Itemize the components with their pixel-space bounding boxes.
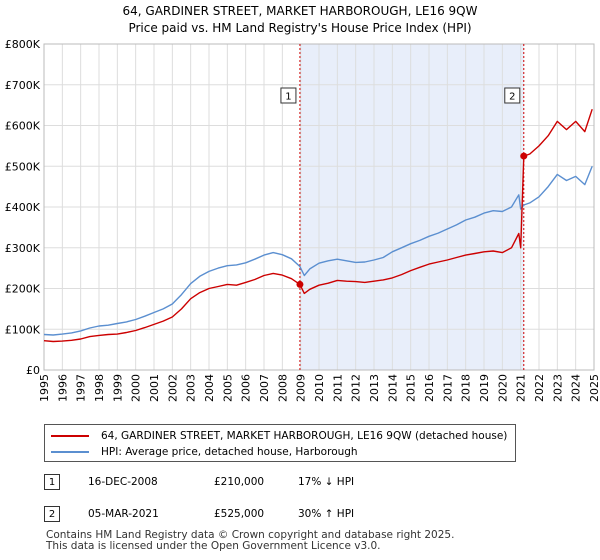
x-tick-label: 1995 [38,374,51,402]
y-tick-label: £200K [5,283,41,296]
chart-title: 64, GARDINER STREET, MARKET HARBOROUGH, … [122,4,478,18]
price-chart: £0 £100K £200K £300K £400K £500K £600K £700K £80… [5,38,600,402]
x-tick-label: 2002 [166,374,179,402]
footer-copyright: Contains HM Land Registry data © Crown c… [46,529,455,541]
x-tick-label: 2013 [368,374,381,402]
x-tick-label: 2022 [533,374,546,402]
x-tick-label: 2006 [240,374,253,402]
sale-hpi-2: 30% ↑ HPI [298,508,355,520]
x-tick-label: 2007 [258,374,271,402]
sale-badge-2: 2 [44,506,60,522]
sale-2-point [520,152,528,160]
x-tick-label: 1997 [75,374,88,402]
x-tick-label: 2018 [460,374,473,402]
x-tick-label: 1999 [111,374,124,402]
x-tick-label: 2024 [570,374,583,402]
footer: Contains HM Land Registry data © Crown c… [46,530,454,552]
sale-2-box [504,87,521,104]
x-tick-label: 2014 [386,374,399,402]
chart-legend: 64, GARDINER STREET, MARKET HARBOROUGH, … [44,424,516,462]
sale-1-label: 1 [285,92,291,103]
footer-licence: This data is licensed under the Open Gov… [46,540,381,552]
sale-price-2: £525,000 [214,508,265,520]
x-tick-label: 2004 [203,374,216,402]
x-tick-label: 2019 [478,374,491,402]
x-tick-label: 1998 [93,374,106,402]
sale-row-1: 1 16-DEC-2008 £210,000 17% ↓ HPI [40,474,560,494]
y-tick-label: £400K [5,201,41,214]
property-price-line [43,108,593,343]
sale-row-2: 2 05-MAR-2021 £525,000 30% ↑ HPI [40,506,560,526]
y-tick-label: £0 [26,364,40,377]
sale-price-1: £210,000 [214,476,265,488]
x-tick-label: 2023 [551,374,564,402]
sale-badge-1: 1 [44,474,60,490]
sale-1-box [280,87,297,104]
x-tick-label: 2011 [331,374,344,402]
legend-swatch-hpi [51,451,89,453]
legend-label-property: 64, GARDINER STREET, MARKET HARBOROUGH, … [101,430,508,442]
x-tick-label: 2015 [405,374,418,402]
x-tick-label: 2025 [588,374,600,402]
y-tick-label: £300K [5,242,41,255]
x-tick-label: 2020 [496,374,509,402]
sale-date-1: 16-DEC-2008 [88,476,158,488]
x-tick-label: 2010 [313,374,326,402]
sale-date-2: 05-MAR-2021 [88,508,159,520]
x-tick-label: 2000 [130,374,143,402]
y-tick-label: £500K [5,160,41,173]
chart-subtitle: Price paid vs. HM Land Registry's House … [128,21,472,35]
x-tick-label: 2001 [148,374,161,402]
legend-item-property: 64, GARDINER STREET, MARKET HARBOROUGH, … [51,428,507,444]
x-tick-label: 1996 [56,374,69,402]
x-tick-label: 2012 [350,374,363,402]
legend-swatch-property [51,435,89,437]
x-tick-label: 2021 [515,374,528,402]
y-tick-label: £800K [5,38,41,51]
x-tick-label: 2017 [441,374,454,402]
x-tick-label: 2005 [221,374,234,402]
sale-1-point [296,280,304,288]
sale-hpi-1: 17% ↓ HPI [298,476,355,488]
sale-2-label: 2 [509,92,515,103]
y-tick-label: £700K [5,79,41,92]
x-tick-label: 2009 [295,374,308,402]
plot-area-border [43,43,595,371]
hpi-line [43,166,593,336]
y-tick-label: £600K [5,120,41,133]
x-tick-label: 2008 [276,374,289,402]
x-tick-label: 2003 [185,374,198,402]
legend-label-hpi: HPI: Average price, detached house, Harb… [101,446,358,458]
legend-item-hpi: HPI: Average price, detached house, Harb… [51,444,358,460]
y-tick-label: £100K [5,323,41,336]
x-tick-label: 2016 [423,374,436,402]
